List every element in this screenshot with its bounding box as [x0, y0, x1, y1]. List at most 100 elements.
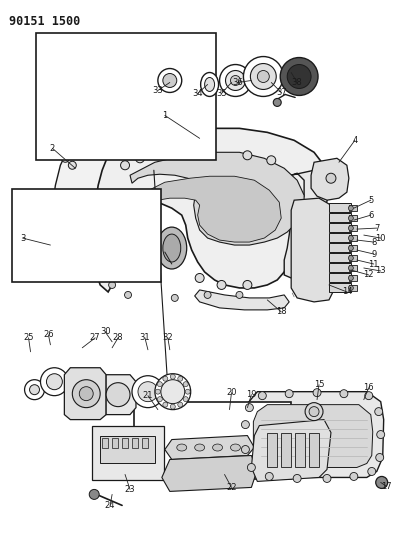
Circle shape — [170, 404, 175, 409]
Text: 26: 26 — [43, 330, 54, 340]
Circle shape — [136, 154, 145, 163]
Circle shape — [109, 281, 115, 288]
Circle shape — [313, 389, 321, 397]
Text: 4: 4 — [352, 136, 357, 145]
Text: 14: 14 — [342, 287, 352, 296]
Text: 24: 24 — [105, 501, 115, 510]
Circle shape — [89, 489, 99, 499]
Bar — [329, 253, 351, 262]
Bar — [267, 433, 277, 467]
Bar — [132, 438, 138, 448]
Text: 10: 10 — [375, 233, 386, 243]
Circle shape — [125, 292, 132, 298]
Polygon shape — [108, 168, 130, 185]
Bar — [349, 225, 357, 231]
Circle shape — [251, 63, 276, 90]
Circle shape — [158, 69, 182, 92]
Text: 7: 7 — [374, 224, 379, 232]
Circle shape — [61, 154, 69, 162]
Text: 2: 2 — [50, 144, 55, 153]
Text: 28: 28 — [113, 333, 123, 342]
Circle shape — [365, 392, 373, 400]
Circle shape — [155, 374, 191, 410]
Polygon shape — [50, 135, 115, 272]
Ellipse shape — [201, 72, 219, 96]
Circle shape — [375, 408, 383, 416]
Circle shape — [157, 382, 162, 386]
Text: 30: 30 — [100, 327, 110, 336]
Text: 17: 17 — [381, 482, 392, 491]
Circle shape — [287, 64, 311, 88]
Polygon shape — [64, 368, 106, 419]
Circle shape — [242, 421, 249, 429]
Text: 38: 38 — [292, 78, 303, 87]
Bar — [349, 235, 357, 241]
Text: 34: 34 — [192, 89, 203, 98]
Text: 6: 6 — [368, 211, 374, 220]
Polygon shape — [165, 435, 255, 459]
Circle shape — [41, 368, 68, 395]
Circle shape — [323, 474, 331, 482]
Circle shape — [157, 397, 162, 402]
Circle shape — [243, 280, 252, 289]
Polygon shape — [291, 198, 334, 302]
Ellipse shape — [68, 201, 96, 239]
Text: 5: 5 — [368, 196, 374, 205]
Polygon shape — [106, 375, 136, 415]
Bar — [349, 255, 357, 261]
Text: 33: 33 — [152, 86, 163, 95]
Circle shape — [183, 397, 188, 402]
Ellipse shape — [163, 234, 181, 262]
Bar — [122, 438, 128, 448]
Circle shape — [219, 64, 251, 96]
Bar — [309, 433, 319, 467]
Circle shape — [376, 477, 388, 488]
Circle shape — [376, 454, 384, 462]
Circle shape — [163, 402, 168, 407]
Circle shape — [257, 70, 269, 83]
Bar — [281, 433, 291, 467]
Circle shape — [267, 156, 276, 165]
Circle shape — [348, 236, 353, 240]
Circle shape — [178, 402, 183, 407]
Circle shape — [377, 431, 385, 439]
Bar — [349, 215, 357, 221]
Text: 11: 11 — [368, 260, 379, 269]
Circle shape — [195, 273, 204, 282]
Ellipse shape — [213, 444, 223, 451]
Ellipse shape — [157, 227, 187, 269]
Bar — [349, 245, 357, 251]
Text: 15: 15 — [314, 380, 324, 389]
Text: 9: 9 — [371, 249, 376, 259]
Circle shape — [138, 382, 158, 402]
Circle shape — [105, 197, 112, 204]
Circle shape — [46, 374, 62, 390]
Circle shape — [348, 225, 353, 231]
Circle shape — [348, 286, 353, 290]
Circle shape — [348, 216, 353, 221]
Bar — [329, 263, 351, 272]
Circle shape — [54, 226, 62, 234]
Polygon shape — [143, 176, 281, 242]
Text: 23: 23 — [125, 485, 135, 494]
Text: 22: 22 — [226, 483, 237, 492]
Text: 8: 8 — [371, 238, 376, 247]
Polygon shape — [253, 405, 373, 467]
Text: 21: 21 — [143, 391, 153, 400]
Bar — [92, 425, 164, 480]
Text: 19: 19 — [246, 390, 256, 399]
Text: 27: 27 — [90, 333, 100, 342]
Circle shape — [161, 379, 185, 403]
Circle shape — [348, 276, 353, 280]
Bar — [295, 433, 305, 467]
Circle shape — [225, 70, 245, 91]
Bar — [349, 205, 357, 211]
Bar — [100, 435, 155, 464]
Text: 37: 37 — [276, 88, 286, 97]
Text: 12: 12 — [364, 270, 374, 279]
Bar — [329, 273, 351, 282]
Bar — [329, 223, 351, 232]
Bar — [349, 265, 357, 271]
Circle shape — [265, 472, 273, 480]
Text: 32: 32 — [162, 333, 173, 342]
